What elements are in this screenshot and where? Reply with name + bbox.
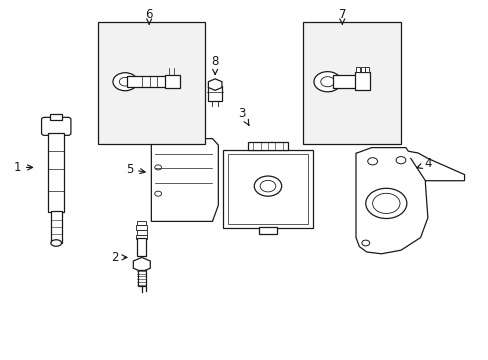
Bar: [354, 72, 369, 90]
Text: 3: 3: [238, 107, 248, 125]
Text: 1: 1: [13, 161, 33, 174]
Polygon shape: [355, 148, 464, 254]
Bar: [98, 22, 205, 144]
Circle shape: [367, 158, 377, 165]
Bar: [360, 67, 364, 72]
Circle shape: [154, 165, 162, 170]
Bar: [136, 235, 147, 239]
Bar: [137, 230, 146, 235]
Text: 8: 8: [211, 55, 219, 74]
Bar: [138, 270, 145, 286]
Circle shape: [395, 157, 405, 164]
Bar: [51, 211, 61, 243]
Polygon shape: [208, 79, 222, 90]
FancyBboxPatch shape: [41, 117, 71, 135]
Bar: [364, 67, 368, 72]
Bar: [332, 75, 366, 88]
Circle shape: [365, 188, 406, 219]
Circle shape: [254, 176, 281, 196]
Bar: [223, 150, 313, 228]
Bar: [165, 75, 180, 88]
Polygon shape: [133, 257, 150, 272]
Bar: [208, 86, 222, 101]
Bar: [259, 227, 276, 234]
Bar: [248, 143, 287, 150]
Text: 2: 2: [111, 251, 127, 264]
Bar: [127, 76, 167, 87]
Bar: [48, 133, 64, 212]
Bar: [355, 67, 359, 72]
Circle shape: [361, 240, 369, 246]
Circle shape: [113, 73, 137, 91]
Bar: [50, 114, 62, 120]
Bar: [137, 221, 146, 225]
Bar: [136, 225, 147, 230]
Bar: [303, 22, 400, 144]
Text: 5: 5: [125, 163, 145, 176]
Ellipse shape: [51, 240, 61, 246]
Text: 7: 7: [338, 8, 346, 24]
Polygon shape: [151, 130, 218, 221]
Bar: [227, 154, 307, 224]
Text: 4: 4: [416, 157, 431, 170]
Circle shape: [313, 72, 341, 92]
Circle shape: [154, 191, 162, 196]
Bar: [137, 238, 146, 256]
Text: 6: 6: [145, 8, 153, 24]
